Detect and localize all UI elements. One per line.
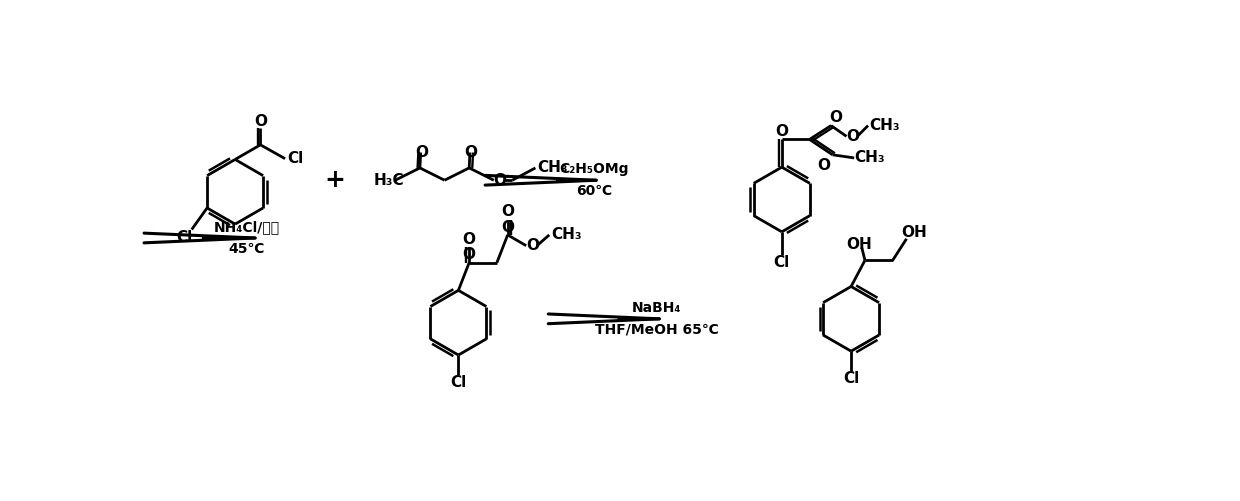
Text: CH₃: CH₃ bbox=[869, 118, 900, 133]
Text: Cl: Cl bbox=[176, 230, 192, 244]
Text: O: O bbox=[501, 204, 515, 219]
Text: C₂H₅OMg: C₂H₅OMg bbox=[559, 162, 629, 176]
Text: O: O bbox=[775, 124, 789, 139]
Text: O: O bbox=[817, 158, 830, 173]
Text: Cl: Cl bbox=[450, 375, 466, 390]
Text: CH₃: CH₃ bbox=[551, 227, 582, 242]
Text: THF/MeOH 65℃: THF/MeOH 65℃ bbox=[595, 323, 718, 337]
Text: CH₃: CH₃ bbox=[854, 150, 885, 165]
Text: +: + bbox=[325, 168, 346, 192]
Text: O: O bbox=[464, 145, 477, 160]
Text: H₃C: H₃C bbox=[373, 173, 404, 188]
Text: Cl: Cl bbox=[843, 371, 859, 386]
Text: OH: OH bbox=[846, 237, 872, 253]
Text: O: O bbox=[254, 114, 267, 129]
Text: 45℃: 45℃ bbox=[228, 242, 265, 256]
Text: CH₃: CH₃ bbox=[537, 160, 568, 175]
Text: O: O bbox=[415, 145, 428, 160]
Text: 60℃: 60℃ bbox=[577, 184, 613, 198]
Text: O: O bbox=[846, 129, 859, 144]
Text: O: O bbox=[501, 220, 515, 234]
Text: NaBH₄: NaBH₄ bbox=[632, 301, 682, 315]
Text: Cl: Cl bbox=[774, 255, 790, 270]
Text: NH₄Cl/氨水: NH₄Cl/氨水 bbox=[213, 220, 280, 234]
Text: O: O bbox=[526, 238, 539, 253]
Text: O: O bbox=[463, 232, 476, 247]
Text: OH: OH bbox=[901, 225, 928, 240]
Text: Cl: Cl bbox=[286, 151, 304, 166]
Text: O: O bbox=[830, 110, 842, 125]
Text: O: O bbox=[463, 247, 476, 263]
Text: O: O bbox=[494, 173, 506, 188]
